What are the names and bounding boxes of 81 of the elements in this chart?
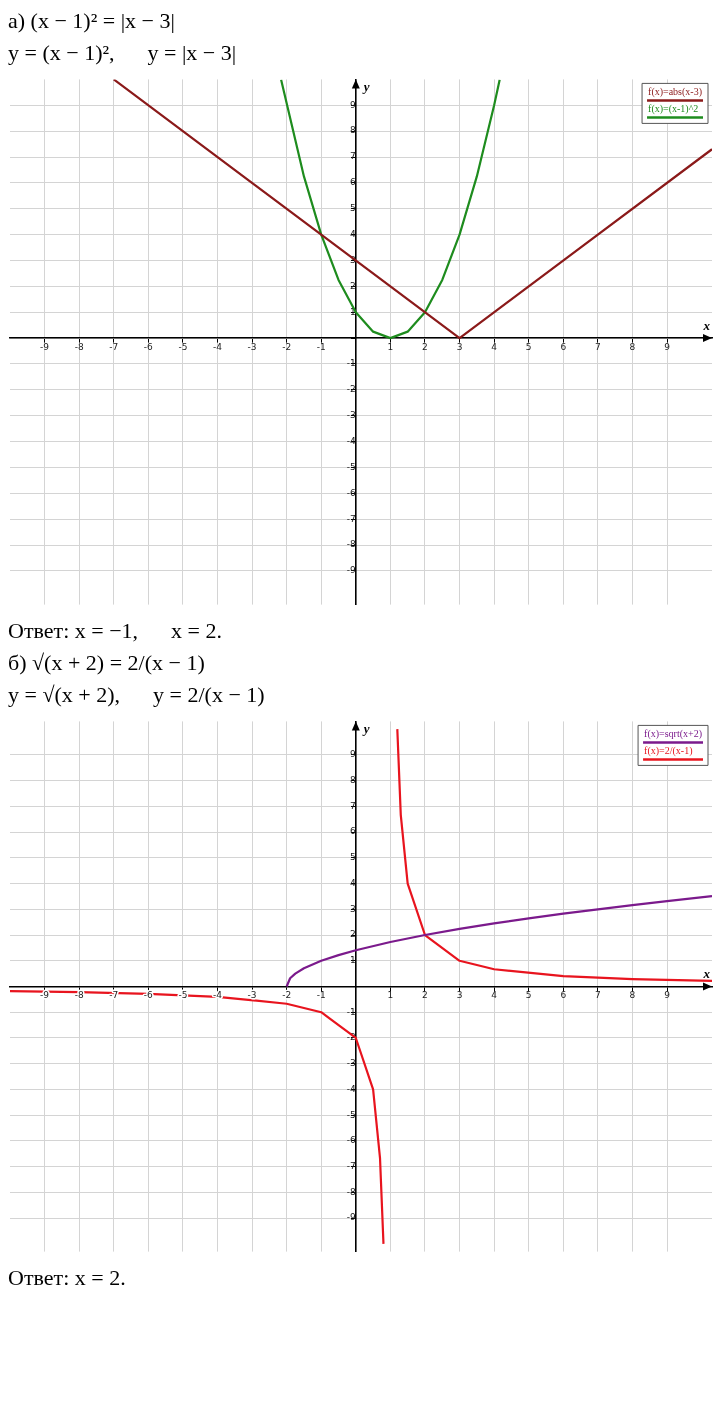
x-tick-label: 8: [629, 990, 636, 1001]
y-tick-label: 1: [350, 306, 356, 317]
x-tick-label: 1: [387, 341, 394, 352]
x-tick-label: 5: [525, 341, 532, 352]
text: f(x)=abs(x-3): [648, 86, 702, 99]
chart-title: б) √(x + 2) = 2/(x − 1): [8, 650, 206, 676]
x-tick-label: 6: [560, 341, 567, 352]
y-tick-label: 8: [350, 125, 357, 136]
x-tick-label: -7: [109, 341, 119, 352]
y-tick-label: -8: [346, 1186, 357, 1197]
y-tick-label: 5: [350, 852, 356, 863]
text: f(x)=sqrt(x+2): [644, 728, 703, 741]
y-tick-label: 6: [350, 826, 357, 837]
x-tick-label: -2: [282, 341, 292, 352]
x-tick-label: 5: [525, 990, 532, 1001]
x-tick-label: -6: [143, 341, 154, 352]
y-tick-label: -8: [346, 539, 357, 550]
y-tick-label: 2: [350, 280, 356, 291]
chart-title: а) (x − 1)² = |x − 3|: [8, 8, 176, 34]
x-tick-label: 8: [629, 341, 636, 352]
y-tick-label: -4: [346, 1083, 357, 1094]
x-tick-label: -2: [282, 990, 292, 1001]
x-axis-title: x: [702, 966, 711, 982]
x-tick-label: 7: [595, 990, 601, 1001]
x-tick-label: 2: [422, 990, 428, 1001]
x-tick-label: 3: [456, 341, 463, 352]
x-tick-label: 9: [664, 341, 671, 352]
y-tick-label: -6: [346, 1135, 357, 1146]
y-tick-label: 9: [350, 749, 357, 760]
y-tick-label: -9: [346, 1212, 357, 1223]
x-tick-label: -9: [40, 990, 50, 1001]
y-tick-label: -5: [346, 461, 356, 472]
text: f(x)=2/(x-1): [644, 745, 693, 758]
y-tick-label: 7: [350, 151, 356, 162]
y-tick-label: 9: [350, 99, 357, 110]
x-tick-label: -1: [316, 990, 326, 1001]
y-tick-label: 5: [350, 203, 356, 214]
y-tick-label: -3: [346, 410, 356, 421]
x-tick-label: 3: [456, 990, 463, 1001]
x-tick-label: 2: [422, 341, 428, 352]
x-tick-label: 4: [491, 341, 498, 352]
text: Ответ: x = 2.: [8, 1265, 127, 1291]
x-tick-label: -4: [213, 341, 223, 352]
y-tick-label: 1: [350, 955, 356, 966]
y-tick-label: -5: [346, 1109, 356, 1120]
y-tick-label: 2: [350, 929, 356, 940]
y-tick-label: -9: [346, 565, 357, 576]
x-tick-label: -9: [40, 341, 50, 352]
x-axis-title: x: [702, 317, 711, 333]
x-tick-label: -3: [247, 341, 257, 352]
chart-subtitle: y = √(x + 2), y = 2/(x − 1): [8, 682, 266, 708]
y-tick-label: -2: [346, 384, 356, 395]
y-tick-label: 8: [350, 774, 357, 785]
y-tick-label: -1: [346, 1006, 356, 1017]
text: f(x)=(x-1)^2: [648, 103, 699, 116]
y-tick-label: 6: [350, 177, 357, 188]
x-tick-label: 4: [491, 990, 498, 1001]
y-tick-label: -7: [346, 513, 356, 524]
y-tick-label: -6: [346, 487, 357, 498]
y-axis-title: y: [361, 721, 370, 737]
y-tick-label: -7: [346, 1161, 356, 1172]
x-tick-label: -3: [247, 990, 257, 1001]
x-tick-label: 6: [560, 990, 567, 1001]
y-tick-label: 4: [350, 228, 357, 239]
y-tick-label: -4: [346, 435, 357, 446]
y-tick-label: -3: [346, 1058, 356, 1069]
y-tick-label: 7: [350, 800, 356, 811]
chart-subtitle: y = (x − 1)², y = |x − 3|: [8, 40, 238, 66]
x-tick-label: 7: [595, 341, 601, 352]
x-tick-label: -5: [178, 341, 188, 352]
y-tick-label: -1: [346, 358, 356, 369]
x-tick-label: -8: [74, 990, 84, 1001]
x-tick-label: -5: [178, 990, 188, 1001]
x-tick-label: -1: [316, 341, 326, 352]
x-tick-label: -8: [74, 341, 84, 352]
y-axis-title: y: [361, 79, 370, 95]
y-tick-label: 3: [350, 903, 356, 914]
y-tick-label: 4: [350, 877, 357, 888]
text: Ответ: x = −1, x = 2.: [8, 618, 223, 644]
x-tick-label: 9: [664, 990, 671, 1001]
x-tick-label: 1: [387, 990, 394, 1001]
